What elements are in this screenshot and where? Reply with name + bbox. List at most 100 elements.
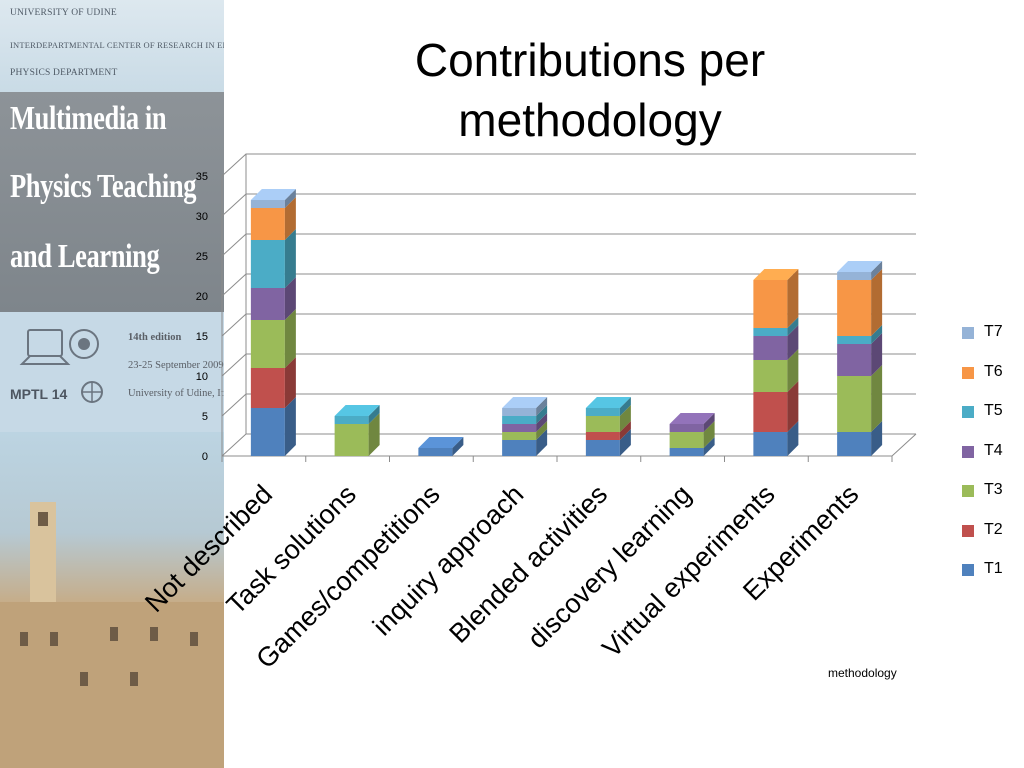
- bar-segment-t6: [250, 197, 296, 240]
- conference-title-box: Multimedia in Physics Teaching and Learn…: [0, 92, 224, 312]
- bar-segment-t1: [585, 429, 631, 456]
- bar-front-face: [837, 336, 872, 344]
- legend-label: T1: [984, 560, 1003, 577]
- bar-segment-t7: [502, 397, 548, 416]
- bar-side-face: [871, 269, 883, 336]
- tower-window: [38, 512, 48, 526]
- legend-swatch: [962, 524, 974, 537]
- gridline: [221, 353, 916, 377]
- legend-swatch: [962, 485, 974, 497]
- bar-side-face: [284, 229, 296, 288]
- bar-side-face: [368, 413, 380, 456]
- bar-segment-t4: [837, 333, 883, 376]
- bar-side-face: [619, 421, 631, 440]
- bar-front-face: [250, 288, 285, 320]
- bar-top-face: [418, 437, 464, 448]
- bar-segment-t3: [585, 405, 631, 432]
- y-tick-label: 20: [196, 291, 208, 303]
- bar-segment-t2: [585, 421, 631, 440]
- legend-swatch: [962, 406, 974, 418]
- legend-label: T7: [984, 323, 1003, 340]
- y-tick-label: 15: [196, 331, 208, 343]
- bar-side-face: [703, 413, 715, 432]
- bar-side-face: [536, 397, 548, 416]
- bar-front-face: [502, 416, 537, 424]
- conference-title-line: Physics Teaching: [10, 168, 197, 205]
- edition-line: University of Udine, Italy: [128, 388, 224, 399]
- bar-side-face: [284, 309, 296, 368]
- bar-segment-t2: [250, 357, 296, 408]
- bar-top-face: [502, 397, 548, 408]
- gridline: [221, 433, 916, 457]
- chart-title: Contributions per methodology: [414, 34, 766, 146]
- bar-side-face: [787, 349, 799, 392]
- bar-front-face: [334, 416, 369, 424]
- y-tick-label: 35: [196, 171, 208, 183]
- y-tick-label: 25: [196, 251, 208, 263]
- bar-front-face: [669, 424, 704, 432]
- bar-front-face: [250, 240, 285, 288]
- edition-line: 23-25 September 2009: [128, 360, 224, 371]
- building-window: [110, 627, 118, 641]
- edition-line: 14th edition: [128, 332, 182, 343]
- bar-side-face: [536, 405, 548, 424]
- bar-segment-t4: [753, 325, 799, 360]
- bar-side-face: [619, 405, 631, 432]
- bar-front-face: [502, 408, 537, 416]
- y-tick-label: 5: [202, 411, 208, 423]
- bar-segment-t3: [334, 413, 380, 456]
- bar-front-face: [753, 432, 788, 456]
- bar-side-face: [787, 325, 799, 360]
- bar-front-face: [837, 280, 872, 336]
- bar-segment-t5: [753, 317, 799, 336]
- building-window: [150, 627, 158, 641]
- institution-line: PHYSICS DEPARTMENT: [10, 68, 118, 78]
- bar-front-face: [669, 432, 704, 448]
- legend-label: T2: [984, 520, 1003, 538]
- bar-side-face: [619, 397, 631, 416]
- bar-side-face: [871, 261, 883, 280]
- conference-title-line: Multimedia in: [10, 100, 167, 137]
- bar-front-face: [418, 448, 453, 456]
- conference-logo: [19, 329, 103, 403]
- mptl-logo-text: MPTL 14: [10, 386, 68, 402]
- bar-segment-t3: [837, 365, 883, 432]
- bar-front-face: [585, 416, 620, 432]
- bar-front-face: [502, 432, 537, 440]
- bar-front-face: [585, 432, 620, 440]
- y-tick-label: 10: [196, 371, 208, 383]
- chart-gridlines: [221, 153, 917, 462]
- institution-line: INTERDEPARTMENTAL CENTER OF RESEARCH IN …: [10, 40, 224, 50]
- bar-front-face: [753, 360, 788, 392]
- chart-bars: [250, 189, 883, 456]
- bar-front-face: [250, 408, 285, 456]
- bar-segment-t1: [669, 437, 715, 456]
- building-window: [80, 672, 88, 686]
- bar-front-face: [585, 440, 620, 456]
- bar-side-face: [787, 381, 799, 432]
- y-axis-ticks: 0 5 10 15 20 25 30 35: [196, 171, 208, 463]
- gridline: [221, 273, 916, 297]
- bar-side-face: [871, 333, 883, 376]
- bar-side-face: [871, 325, 883, 344]
- bar-segment-t1: [753, 421, 799, 456]
- gridline: [221, 233, 916, 257]
- bar-front-face: [753, 328, 788, 336]
- bar-segment-t1: [502, 429, 548, 456]
- y-tick-label: 30: [196, 211, 208, 223]
- conference-logo-area: 14th edition 23-25 September 2009 Univer…: [0, 312, 224, 432]
- x-axis-title: methodology: [828, 666, 897, 680]
- gridline: [221, 153, 916, 177]
- bar-top-face: [334, 405, 380, 416]
- institution-line: UNIVERSITY OF UDINE: [10, 8, 117, 18]
- conference-banner: UNIVERSITY OF UDINE INTERDEPARTMENTAL CE…: [0, 0, 224, 768]
- bar-side-face: [368, 405, 380, 424]
- bar-segment-t5: [502, 405, 548, 424]
- bar-front-face: [250, 368, 285, 408]
- bar-side-face: [703, 421, 715, 448]
- bar-top-face: [837, 261, 883, 272]
- bar-top-face: [585, 397, 631, 408]
- bar-segment-t3: [250, 309, 296, 368]
- bar-front-face: [753, 336, 788, 360]
